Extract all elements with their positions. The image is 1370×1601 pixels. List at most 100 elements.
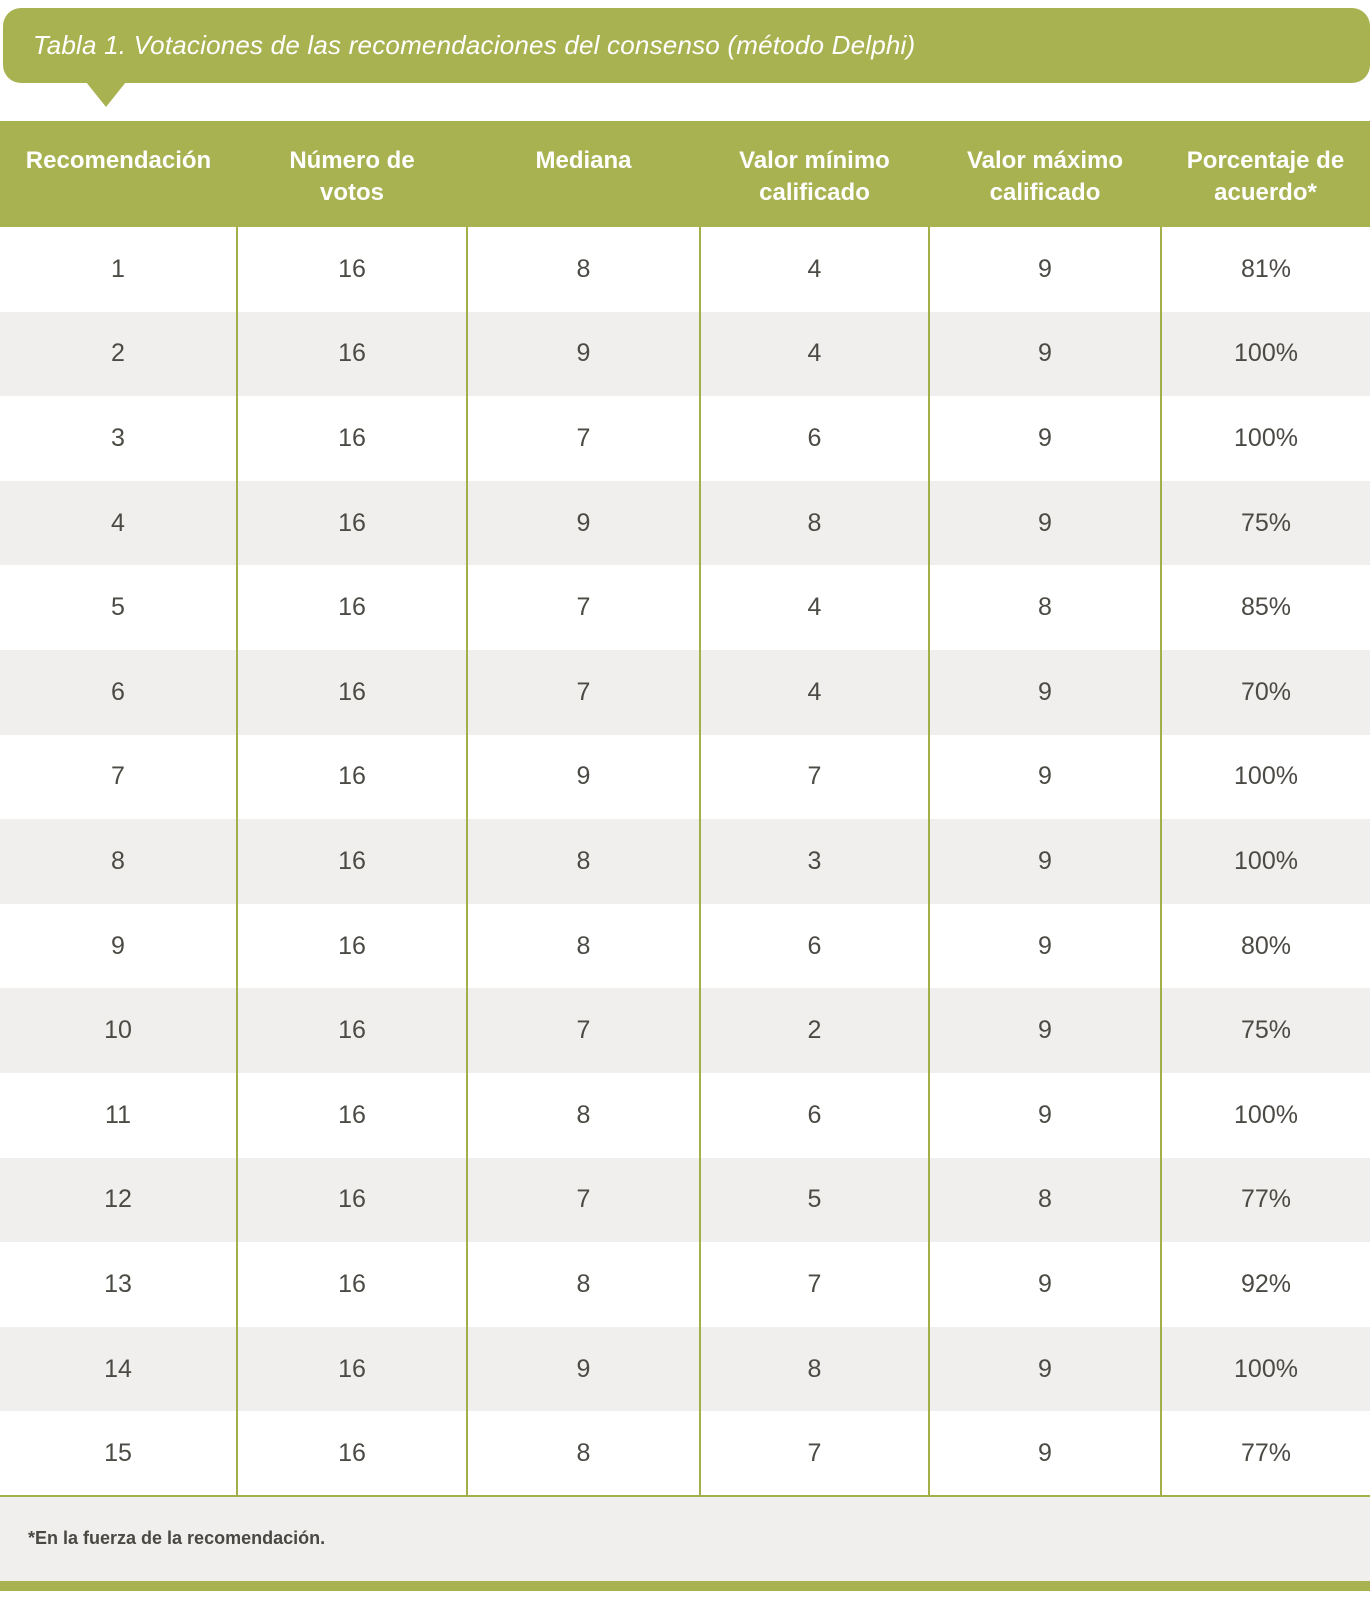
table-cell: 70% <box>1161 649 1370 735</box>
table-cell: 7 <box>467 649 701 735</box>
table-cell: 16 <box>237 565 468 650</box>
footnote-area: *En la fuerza de la recomendación. <box>0 1496 1370 1581</box>
table-cell: 8 <box>467 1072 701 1158</box>
table-cell: 16 <box>237 227 468 312</box>
table-cell: 13 <box>0 1242 238 1327</box>
table-cell: 8 <box>700 1326 930 1412</box>
table-cell: 9 <box>929 1072 1162 1158</box>
table-cell: 75% <box>1161 480 1370 566</box>
table-cell: 3 <box>0 396 238 481</box>
table-cell: 9 <box>929 734 1162 820</box>
table-cell: 100% <box>1161 1072 1370 1158</box>
table-cell: 4 <box>700 311 930 397</box>
table-cell: 6 <box>700 396 930 481</box>
table-cell: 3 <box>700 819 930 904</box>
table-cell: 4 <box>700 649 930 735</box>
table-cell: 12 <box>0 1157 238 1243</box>
page-root: Tabla 1. Votaciones de las recomendacion… <box>0 8 1370 1601</box>
table-cell: 9 <box>929 988 1162 1073</box>
table-row: 15 16 8 7 9 77% <box>0 1411 1370 1497</box>
table-cell: 7 <box>700 734 930 820</box>
table-cell: 77% <box>1161 1157 1370 1243</box>
table-cell: 16 <box>237 1411 468 1497</box>
table-cell: 11 <box>0 1072 238 1158</box>
table-cell: 9 <box>929 396 1162 481</box>
table-cell: 1 <box>0 227 238 312</box>
table-cell: 9 <box>929 903 1162 989</box>
table-cell: 8 <box>467 227 701 312</box>
table-row: 9 16 8 6 9 80% <box>0 903 1370 989</box>
table-row: 11 16 8 6 9 100% <box>0 1072 1370 1158</box>
table-row: 7 16 9 7 9 100% <box>0 734 1370 820</box>
table-cell: 9 <box>929 1411 1162 1497</box>
table-cell: 7 <box>467 565 701 650</box>
table-cell: 9 <box>0 903 238 989</box>
table-cell: 7 <box>700 1411 930 1497</box>
table-title: Tabla 1. Votaciones de las recomendacion… <box>33 30 916 60</box>
table-cell: 5 <box>0 565 238 650</box>
table-cell: 16 <box>237 1242 468 1327</box>
table-cell: 16 <box>237 819 468 904</box>
table-row: 8 16 8 3 9 100% <box>0 819 1370 904</box>
table-cell: 9 <box>929 480 1162 566</box>
table-row: 6 16 7 4 9 70% <box>0 649 1370 735</box>
banner-tail <box>86 82 126 107</box>
table-cell: 100% <box>1161 734 1370 820</box>
table-body: 1 16 8 4 9 81% 2 16 9 4 9 100% 3 16 7 6 9 100% 4 16 9 8 9 75% 5 1… <box>0 227 1370 1497</box>
table-cell: 80% <box>1161 903 1370 989</box>
table-row: 14 16 9 8 9 100% <box>0 1326 1370 1412</box>
table-cell: 7 <box>0 734 238 820</box>
recommendations-table: Recomendación Número de votos Mediana Va… <box>0 121 1370 1497</box>
table-cell: 8 <box>0 819 238 904</box>
table-cell: 16 <box>237 396 468 481</box>
table-cell: 16 <box>237 649 468 735</box>
footnote-text: *En la fuerza de la recomendación. <box>28 1528 326 1549</box>
table-cell: 9 <box>929 1242 1162 1327</box>
table-cell: 9 <box>929 227 1162 312</box>
table-cell: 9 <box>929 1326 1162 1412</box>
table-cell: 7 <box>467 1157 701 1243</box>
table-cell: 100% <box>1161 819 1370 904</box>
table-cell: 8 <box>467 903 701 989</box>
table-cell: 92% <box>1161 1242 1370 1327</box>
table-cell: 9 <box>467 734 701 820</box>
table-cell: 100% <box>1161 396 1370 481</box>
table-cell: 10 <box>0 988 238 1073</box>
table-cell: 6 <box>700 1072 930 1158</box>
column-header-valor-maximo: Valor máximo calificado <box>929 121 1161 227</box>
table-cell: 9 <box>929 311 1162 397</box>
table-cell: 8 <box>467 819 701 904</box>
table-cell: 16 <box>237 480 468 566</box>
table-cell: 8 <box>467 1411 701 1497</box>
column-header-numero-votos: Número de votos <box>237 121 467 227</box>
table-cell: 7 <box>467 396 701 481</box>
table-cell: 9 <box>467 480 701 566</box>
table-cell: 15 <box>0 1411 238 1497</box>
table-row: 13 16 8 7 9 92% <box>0 1242 1370 1327</box>
table-cell: 16 <box>237 734 468 820</box>
table-row: 5 16 7 4 8 85% <box>0 565 1370 650</box>
table-cell: 85% <box>1161 565 1370 650</box>
table-row: 2 16 9 4 9 100% <box>0 311 1370 397</box>
table-cell: 2 <box>0 311 238 397</box>
column-header-mediana: Mediana <box>467 121 700 227</box>
table-cell: 16 <box>237 1157 468 1243</box>
table-cell: 9 <box>929 649 1162 735</box>
table-cell: 7 <box>467 988 701 1073</box>
table-cell: 8 <box>467 1242 701 1327</box>
column-header-recomendacion: Recomendación <box>0 121 237 227</box>
column-header-porcentaje-acuerdo: Porcentaje de acuerdo* <box>1161 121 1370 227</box>
table-title-banner: Tabla 1. Votaciones de las recomendacion… <box>3 8 1370 107</box>
table-cell: 4 <box>700 565 930 650</box>
table-cell: 6 <box>0 649 238 735</box>
table-cell: 2 <box>700 988 930 1073</box>
table-row: 10 16 7 2 9 75% <box>0 988 1370 1073</box>
table-cell: 16 <box>237 1072 468 1158</box>
table-cell: 9 <box>467 1326 701 1412</box>
table-cell: 14 <box>0 1326 238 1412</box>
table-row: 1 16 8 4 9 81% <box>0 227 1370 312</box>
table-cell: 100% <box>1161 311 1370 397</box>
table-cell: 75% <box>1161 988 1370 1073</box>
table-header-row: Recomendación Número de votos Mediana Va… <box>0 121 1370 227</box>
table-cell: 81% <box>1161 227 1370 312</box>
